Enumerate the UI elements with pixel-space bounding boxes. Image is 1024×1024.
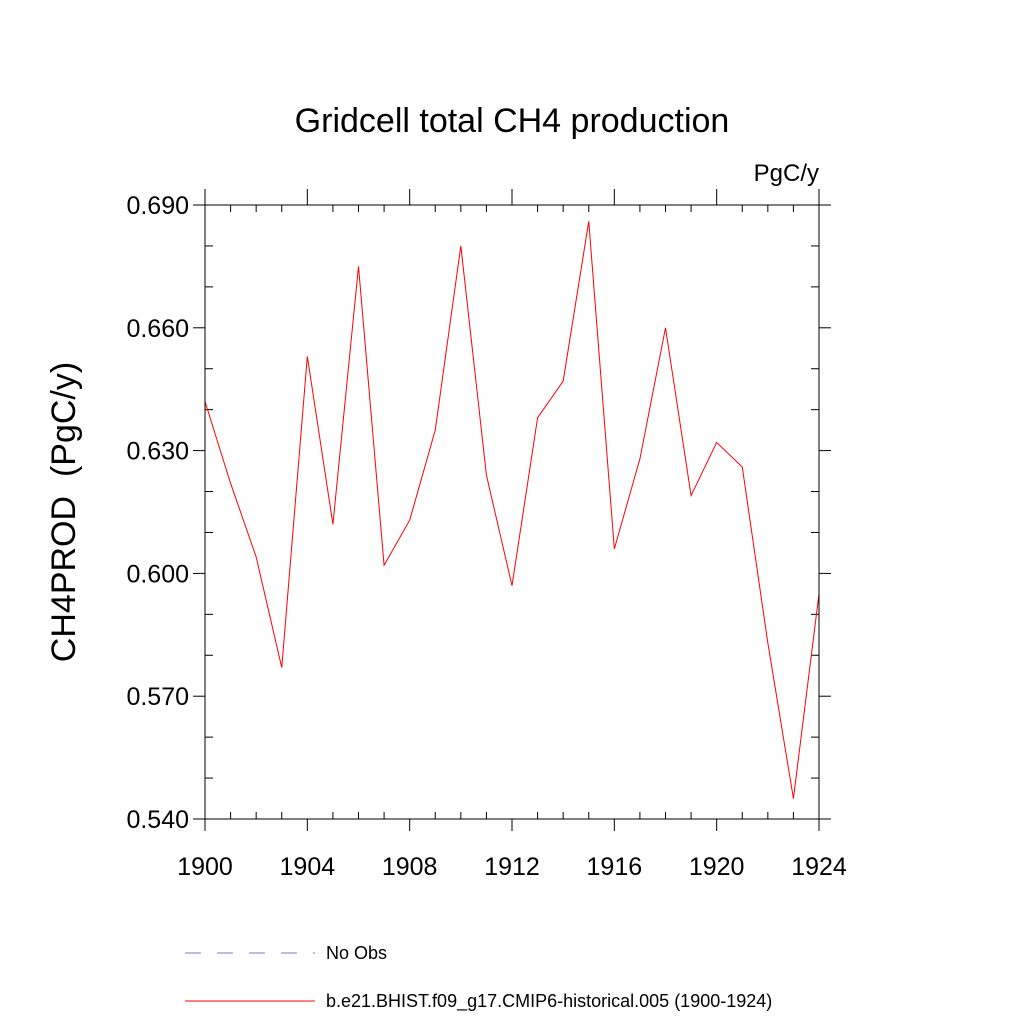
- legend-label-model: b.e21.BHIST.f09_g17.CMIP6-historical.005…: [326, 991, 772, 1012]
- x-tick-label: 1900: [177, 853, 233, 881]
- y-tick-label: 0.570: [126, 683, 189, 711]
- y-tick-label: 0.600: [126, 560, 189, 588]
- legend-label-no-obs: No Obs: [326, 943, 387, 963]
- series-line: [204, 221, 820, 799]
- x-tick-label: 1916: [587, 853, 643, 881]
- axis-tick-labels: 0.540 0.570 0.600 0.630 0.660 0.690 1900 1904 19…: [126, 192, 846, 881]
- x-tick-label: 1908: [382, 853, 438, 881]
- chart-title: Gridcell total CH4 production: [295, 102, 730, 140]
- plot-frame: [204, 204, 820, 820]
- x-tick-label: 1920: [689, 853, 745, 881]
- x-tick-label: 1924: [791, 853, 847, 881]
- units-label: PgC/y: [754, 160, 819, 187]
- legend: No Obs b.e21.BHIST.f09_g17.CMIP6-histori…: [185, 943, 772, 1012]
- y-tick-label: 0.690: [126, 192, 189, 220]
- y-tick-label: 0.540: [126, 806, 189, 834]
- y-tick-label: 0.630: [126, 438, 189, 466]
- x-tick-label: 1904: [280, 853, 336, 881]
- x-tick-label: 1912: [484, 853, 540, 881]
- y-axis-label: CH4PROD (PgC/y): [45, 362, 83, 662]
- series-layer: [204, 221, 820, 799]
- y-tick-label: 0.660: [126, 315, 189, 343]
- axis-ticks: [193, 189, 831, 831]
